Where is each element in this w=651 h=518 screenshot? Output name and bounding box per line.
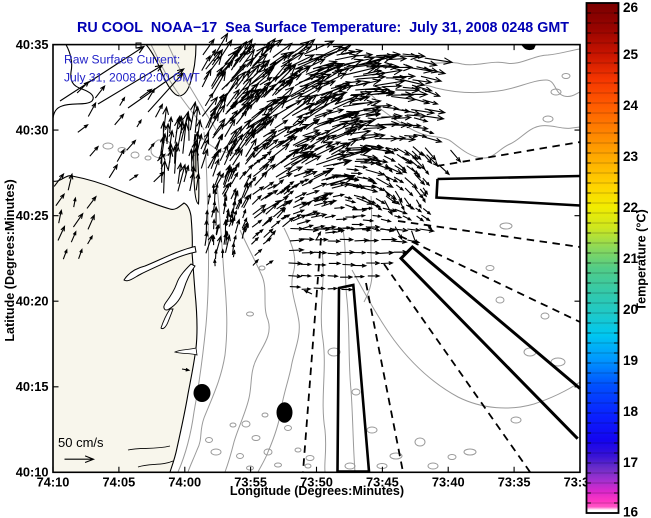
- svg-text:16: 16: [623, 505, 639, 518]
- svg-text:73:55: 73:55: [234, 474, 267, 489]
- svg-text:40:20: 40:20: [16, 294, 49, 309]
- svg-text:73:40: 73:40: [432, 474, 465, 489]
- svg-text:18: 18: [623, 404, 639, 419]
- svg-text:74:10: 74:10: [37, 474, 70, 489]
- svg-text:74:00: 74:00: [168, 474, 201, 489]
- svg-text:73:35: 73:35: [498, 474, 531, 489]
- svg-text:40:15: 40:15: [16, 379, 49, 394]
- svg-text:17: 17: [623, 455, 638, 470]
- svg-text:40:30: 40:30: [16, 122, 49, 137]
- svg-text:40:25: 40:25: [16, 208, 49, 223]
- svg-text:40:35: 40:35: [16, 37, 49, 52]
- svg-text:RU COOL NOAA−17 Sea Surface: RU COOL NOAA−17 Sea Surface Temperature:…: [77, 20, 569, 36]
- svg-text:21: 21: [623, 251, 639, 266]
- svg-text:74:05: 74:05: [103, 474, 136, 489]
- svg-text:24: 24: [623, 98, 639, 113]
- svg-text:July 31, 2008 02:00 GMT: July 31, 2008 02:00 GMT: [64, 71, 200, 85]
- svg-text:40:10: 40:10: [16, 465, 49, 480]
- svg-text:73:50: 73:50: [300, 474, 333, 489]
- svg-text:25: 25: [623, 47, 639, 62]
- svg-text:Latitude (Degrees:Minutes): Latitude (Degrees:Minutes): [3, 179, 17, 341]
- svg-text:Longitude (Degrees:Minutes): Longitude (Degrees:Minutes): [230, 484, 404, 498]
- svg-text:50 cm/s: 50 cm/s: [58, 435, 104, 450]
- svg-text:73:45: 73:45: [366, 474, 399, 489]
- svg-text:26: 26: [623, 0, 639, 15]
- svg-text:Temperature (°C): Temperature (°C): [635, 209, 649, 310]
- svg-text:Raw Surface Current:: Raw Surface Current:: [64, 53, 180, 67]
- svg-text:23: 23: [623, 149, 639, 164]
- svg-text:20: 20: [623, 302, 638, 317]
- svg-text:19: 19: [623, 353, 639, 368]
- svg-text:22: 22: [623, 200, 639, 215]
